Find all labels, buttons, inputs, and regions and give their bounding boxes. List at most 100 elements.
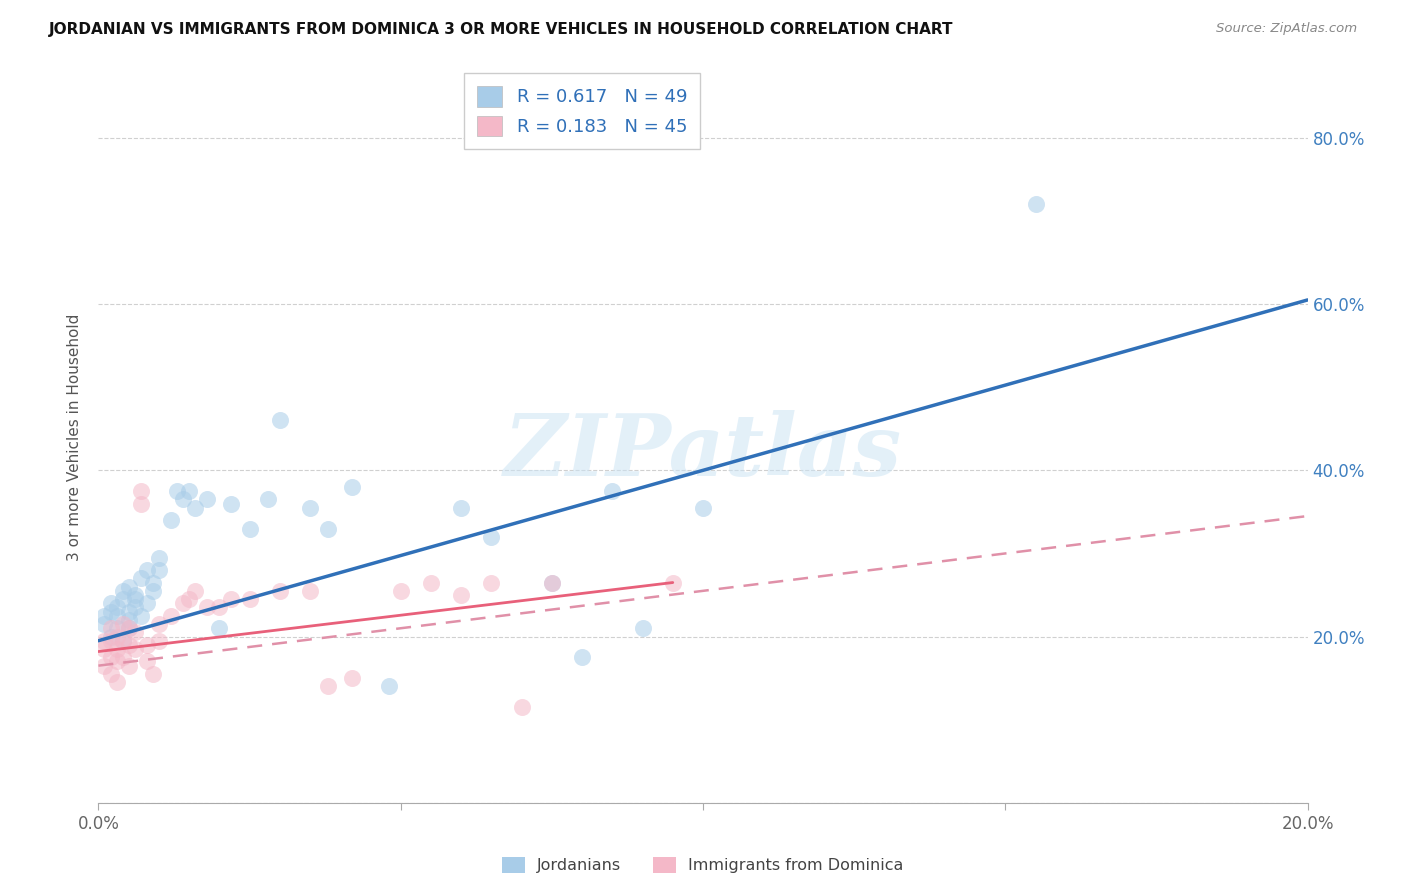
Point	[602, 484, 624, 499]
Point	[148, 633, 170, 648]
Point	[129, 608, 152, 623]
Point	[195, 492, 218, 507]
Point	[124, 600, 146, 615]
Point	[111, 583, 134, 598]
Point	[221, 497, 243, 511]
Point	[100, 605, 122, 619]
Point	[179, 484, 201, 499]
Point	[269, 413, 291, 427]
Point	[1024, 197, 1046, 211]
Point	[124, 642, 146, 657]
Point	[124, 592, 146, 607]
Point	[481, 530, 503, 544]
Point	[208, 600, 231, 615]
Point	[208, 621, 231, 635]
Point	[142, 667, 165, 681]
Point	[135, 563, 157, 577]
Point	[100, 630, 122, 644]
Point	[93, 658, 115, 673]
Point	[100, 621, 122, 635]
Point	[631, 621, 654, 635]
Point	[111, 633, 134, 648]
Point	[316, 521, 339, 535]
Point	[105, 655, 128, 669]
Point	[179, 592, 201, 607]
Point	[129, 484, 152, 499]
Point	[105, 630, 128, 644]
Point	[105, 621, 128, 635]
Point	[142, 575, 165, 590]
Point	[129, 497, 152, 511]
Point	[221, 592, 243, 607]
Point	[571, 650, 593, 665]
Point	[510, 700, 533, 714]
Point	[118, 613, 141, 627]
Point	[124, 588, 146, 602]
Point	[450, 500, 472, 515]
Point	[124, 625, 146, 640]
Legend: R = 0.617   N = 49, R = 0.183   N = 45: R = 0.617 N = 49, R = 0.183 N = 45	[464, 73, 700, 149]
Point	[111, 633, 134, 648]
Point	[184, 583, 207, 598]
Point	[195, 600, 218, 615]
Point	[172, 596, 194, 610]
Point	[148, 563, 170, 577]
Point	[692, 500, 714, 515]
Point	[100, 633, 122, 648]
Point	[389, 583, 412, 598]
Point	[160, 513, 183, 527]
Point	[540, 575, 562, 590]
Y-axis label: 3 or more Vehicles in Household: 3 or more Vehicles in Household	[67, 313, 83, 561]
Text: JORDANIAN VS IMMIGRANTS FROM DOMINICA 3 OR MORE VEHICLES IN HOUSEHOLD CORRELATIO: JORDANIAN VS IMMIGRANTS FROM DOMINICA 3 …	[49, 22, 953, 37]
Point	[118, 621, 141, 635]
Point	[299, 500, 322, 515]
Point	[118, 605, 141, 619]
Point	[166, 484, 188, 499]
Point	[135, 596, 157, 610]
Point	[540, 575, 562, 590]
Point	[93, 617, 115, 632]
Point	[111, 592, 134, 607]
Point	[316, 680, 339, 694]
Point	[148, 550, 170, 565]
Point	[481, 575, 503, 590]
Point	[100, 596, 122, 610]
Point	[93, 608, 115, 623]
Point	[118, 638, 141, 652]
Point	[269, 583, 291, 598]
Point	[105, 642, 128, 657]
Point	[93, 633, 115, 648]
Point	[160, 608, 183, 623]
Point	[420, 575, 443, 590]
Point	[118, 621, 141, 635]
Point	[135, 655, 157, 669]
Point	[105, 608, 128, 623]
Point	[111, 617, 134, 632]
Point	[129, 571, 152, 585]
Point	[93, 642, 115, 657]
Point	[111, 650, 134, 665]
Point	[142, 583, 165, 598]
Point	[105, 600, 128, 615]
Point	[299, 583, 322, 598]
Text: ZIPatlas: ZIPatlas	[503, 410, 903, 493]
Point	[118, 580, 141, 594]
Point	[239, 521, 262, 535]
Point	[450, 588, 472, 602]
Point	[118, 658, 141, 673]
Legend: Jordanians, Immigrants from Dominica: Jordanians, Immigrants from Dominica	[496, 850, 910, 880]
Point	[184, 500, 207, 515]
Point	[239, 592, 262, 607]
Point	[135, 638, 157, 652]
Point	[105, 675, 128, 690]
Point	[148, 617, 170, 632]
Point	[342, 480, 364, 494]
Point	[342, 671, 364, 685]
Point	[100, 650, 122, 665]
Point	[256, 492, 278, 507]
Point	[377, 680, 399, 694]
Point	[661, 575, 683, 590]
Point	[172, 492, 194, 507]
Point	[100, 667, 122, 681]
Text: Source: ZipAtlas.com: Source: ZipAtlas.com	[1216, 22, 1357, 36]
